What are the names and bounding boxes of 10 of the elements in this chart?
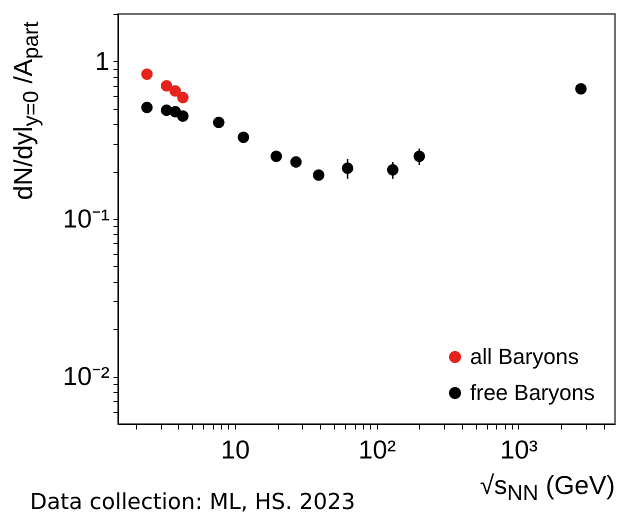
legend-label: all Baryons — [470, 344, 579, 369]
x-tick-label: 10³ — [500, 434, 538, 464]
x-tick-label: 10² — [358, 434, 396, 464]
legend-label: free Baryons — [470, 380, 595, 405]
x-axis-title: √s$_{NN}$ (GeV) — [480, 470, 615, 506]
y-tick-label: 10⁻¹ — [62, 204, 110, 234]
y-tick-label: 10⁻² — [62, 361, 110, 392]
x-tick-label: 10 — [220, 434, 250, 464]
y-tick-label: 1 — [95, 46, 110, 76]
text: Data collection: ML, HS. 2023 — [30, 490, 356, 515]
